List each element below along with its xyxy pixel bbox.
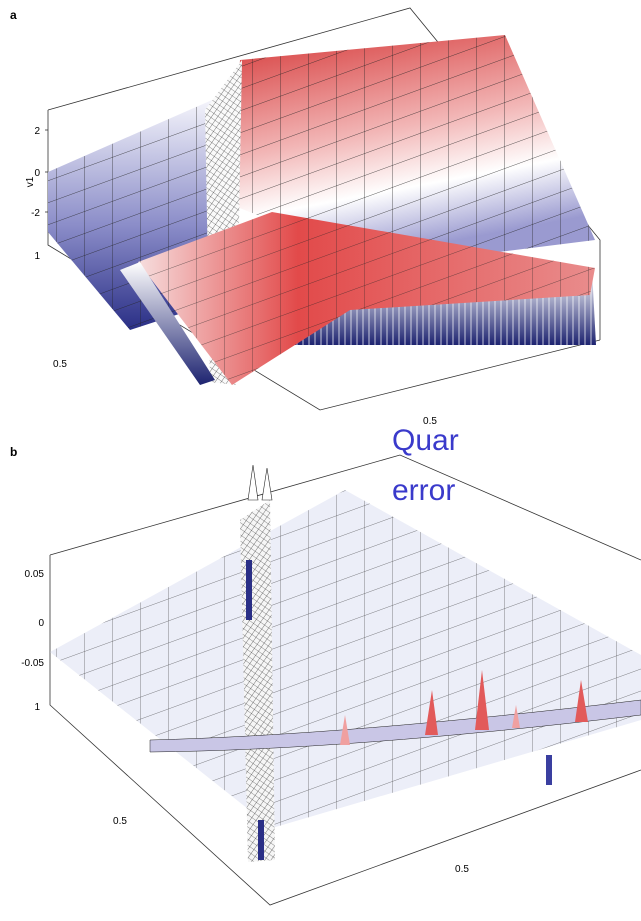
surface-mesh [50, 490, 641, 828]
z-tick-label: 0 [38, 618, 44, 629]
spike [248, 465, 258, 500]
z-axis-label: v1 [25, 176, 36, 187]
y-tick-label: 0.5 [53, 359, 67, 370]
panel-a: a 2 0 -2 v1 1 0.5 0.5 [10, 8, 600, 427]
page: a 2 0 -2 v1 1 0.5 0.5 b [0, 0, 641, 921]
panel-label: a [10, 8, 17, 22]
panel-b: b 0.05 0 -0.05 1 0.5 0.5 [10, 445, 641, 905]
z-tick-label: 0.05 [25, 569, 45, 580]
spike [546, 755, 552, 785]
overlay-text: Quar [392, 424, 459, 457]
panel-label: b [10, 445, 17, 459]
y-tick-label: 1 [34, 702, 40, 713]
z-tick-label: 2 [34, 126, 40, 137]
spike [246, 560, 252, 620]
x-tick-label: 0.5 [455, 864, 469, 875]
z-tick-label: -2 [31, 208, 40, 219]
overlay-text: error [392, 474, 455, 507]
figure: a 2 0 -2 v1 1 0.5 0.5 b [0, 0, 641, 921]
spike-mesh [240, 500, 275, 862]
z-tick-label: -0.05 [21, 658, 44, 669]
y-tick-label: 1 [34, 251, 40, 262]
y-tick-label: 0.5 [113, 816, 127, 827]
spike [262, 468, 272, 500]
spike [258, 820, 264, 860]
